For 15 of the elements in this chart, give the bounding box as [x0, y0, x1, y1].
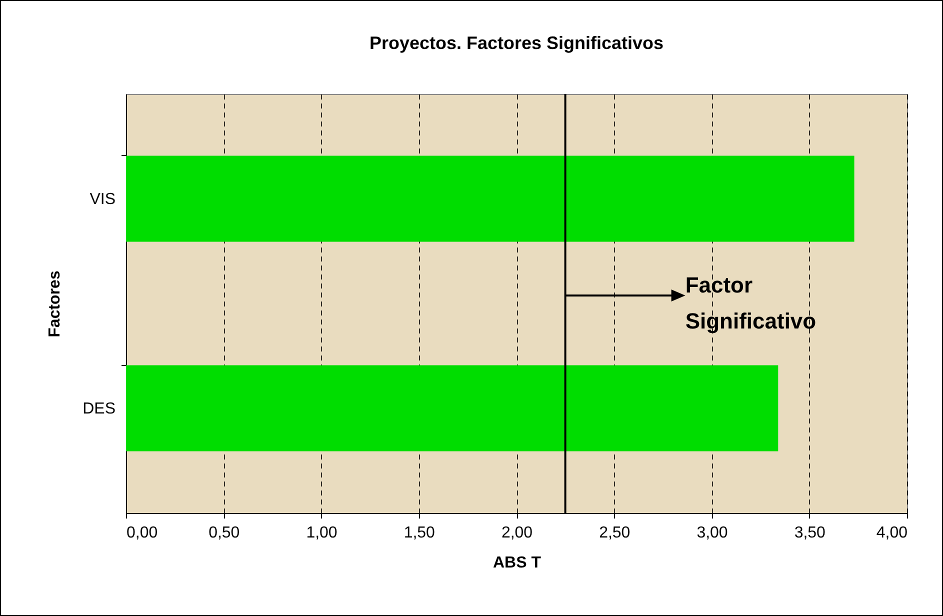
y-tick-label: DES	[82, 400, 116, 418]
x-tick-label: 0,50	[208, 524, 240, 542]
y-axis-title: Factores	[46, 270, 64, 338]
y-tick-label: VIS	[90, 190, 116, 208]
x-tick-label: 4,00	[876, 524, 908, 542]
x-tick-label: 1,50	[404, 524, 436, 542]
x-tick-label: 2,50	[599, 524, 630, 542]
chart-title: Proyectos. Factores Significativos	[369, 33, 664, 53]
x-tick-label: 2,00	[501, 524, 533, 542]
x-tick-label: 0,00	[126, 524, 158, 542]
x-tick-label: 1,00	[306, 524, 338, 542]
x-tick-label: 3,50	[794, 524, 826, 542]
ref-line-label: Factor Significativo	[685, 272, 816, 334]
x-axis-title: ABS T	[493, 554, 542, 572]
x-tick-label: 3,00	[696, 524, 728, 542]
